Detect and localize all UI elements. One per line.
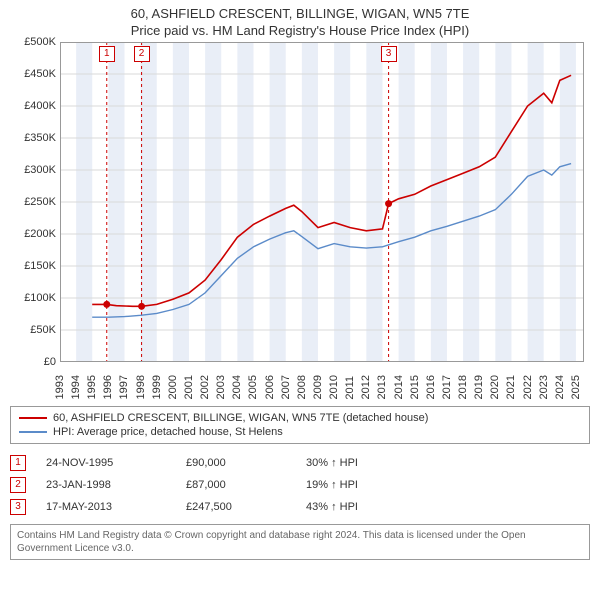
x-axis-label: 1997: [118, 375, 130, 399]
x-axis-label: 2023: [538, 375, 550, 399]
x-axis-label: 1999: [151, 375, 163, 399]
chart-marker-3: 3: [381, 46, 397, 62]
x-axis-label: 1998: [135, 375, 147, 399]
event-delta: 19% ↑ HPI: [306, 479, 358, 491]
event-price: £90,000: [186, 457, 286, 469]
x-axis-label: 2017: [441, 375, 453, 399]
y-axis-label: £350K: [14, 132, 56, 144]
x-axis-label: 2003: [215, 375, 227, 399]
legend: 60, ASHFIELD CRESCENT, BILLINGE, WIGAN, …: [10, 406, 590, 444]
y-axis-label: £450K: [14, 68, 56, 80]
x-axis-label: 2007: [280, 375, 292, 399]
title-line-2: Price paid vs. HM Land Registry's House …: [10, 23, 590, 40]
event-delta: 30% ↑ HPI: [306, 457, 358, 469]
x-axis-label: 2001: [183, 375, 195, 399]
event-row: 3 17-MAY-2013 £247,500 43% ↑ HPI: [10, 496, 590, 518]
x-axis-label: 1995: [86, 375, 98, 399]
legend-label: HPI: Average price, detached house, St H…: [53, 426, 283, 438]
legend-row: 60, ASHFIELD CRESCENT, BILLINGE, WIGAN, …: [19, 411, 581, 425]
event-price: £87,000: [186, 479, 286, 491]
event-date: 24-NOV-1995: [46, 457, 166, 469]
title-line-1: 60, ASHFIELD CRESCENT, BILLINGE, WIGAN, …: [10, 6, 590, 23]
x-axis-label: 2009: [312, 375, 324, 399]
x-axis-label: 2024: [554, 375, 566, 399]
y-axis-label: £200K: [14, 228, 56, 240]
legend-swatch: [19, 431, 47, 433]
x-axis-label: 2015: [409, 375, 421, 399]
legend-label: 60, ASHFIELD CRESCENT, BILLINGE, WIGAN, …: [53, 412, 428, 424]
y-axis-label: £500K: [14, 36, 56, 48]
event-price: £247,500: [186, 501, 286, 513]
footer-attribution: Contains HM Land Registry data © Crown c…: [10, 524, 590, 560]
event-date: 23-JAN-1998: [46, 479, 166, 491]
x-axis-label: 1994: [70, 375, 82, 399]
x-axis-label: 2020: [489, 375, 501, 399]
event-delta: 43% ↑ HPI: [306, 501, 358, 513]
chart-marker-2: 2: [134, 46, 150, 62]
x-axis-label: 2016: [425, 375, 437, 399]
y-axis-label: £150K: [14, 260, 56, 272]
x-axis-label: 2012: [360, 375, 372, 399]
x-axis-label: 2011: [344, 376, 356, 400]
x-axis-label: 2018: [457, 375, 469, 399]
chart-title: 60, ASHFIELD CRESCENT, BILLINGE, WIGAN, …: [10, 6, 590, 40]
event-marker-3: 3: [10, 499, 26, 515]
event-marker-2: 2: [10, 477, 26, 493]
sale-point: [138, 303, 145, 310]
x-axis-label: 2019: [473, 375, 485, 399]
legend-swatch: [19, 417, 47, 419]
event-marker-1: 1: [10, 455, 26, 471]
y-axis-label: £300K: [14, 164, 56, 176]
chart-marker-1: 1: [99, 46, 115, 62]
y-axis-label: £0: [14, 356, 56, 368]
event-date: 17-MAY-2013: [46, 501, 166, 513]
x-axis-label: 2013: [376, 375, 388, 399]
x-axis-label: 2008: [296, 375, 308, 399]
y-axis-label: £250K: [14, 196, 56, 208]
x-axis-label: 2006: [264, 375, 276, 399]
x-axis-label: 1996: [102, 375, 114, 399]
x-axis-label: 2002: [199, 375, 211, 399]
legend-row: HPI: Average price, detached house, St H…: [19, 425, 581, 439]
x-axis-label: 2000: [167, 375, 179, 399]
event-row: 1 24-NOV-1995 £90,000 30% ↑ HPI: [10, 452, 590, 474]
x-axis-label: 2021: [505, 375, 517, 399]
chart-area: £0£50K£100K£150K£200K£250K£300K£350K£400…: [60, 42, 584, 362]
sale-events: 1 24-NOV-1995 £90,000 30% ↑ HPI 2 23-JAN-1998…: [10, 452, 590, 518]
y-axis-label: £400K: [14, 100, 56, 112]
sale-point: [385, 200, 392, 207]
x-axis-label: 2010: [328, 375, 340, 399]
x-axis-label: 2014: [393, 375, 405, 399]
x-axis-label: 2005: [247, 375, 259, 399]
x-axis-label: 1993: [54, 375, 66, 399]
chart-svg: [60, 42, 584, 362]
x-axis-label: 2004: [231, 375, 243, 399]
x-axis-label: 2025: [570, 375, 582, 399]
sale-point: [103, 301, 110, 308]
x-axis-label: 2022: [522, 375, 534, 399]
y-axis-label: £100K: [14, 292, 56, 304]
y-axis-label: £50K: [14, 324, 56, 336]
event-row: 2 23-JAN-1998 £87,000 19% ↑ HPI: [10, 474, 590, 496]
